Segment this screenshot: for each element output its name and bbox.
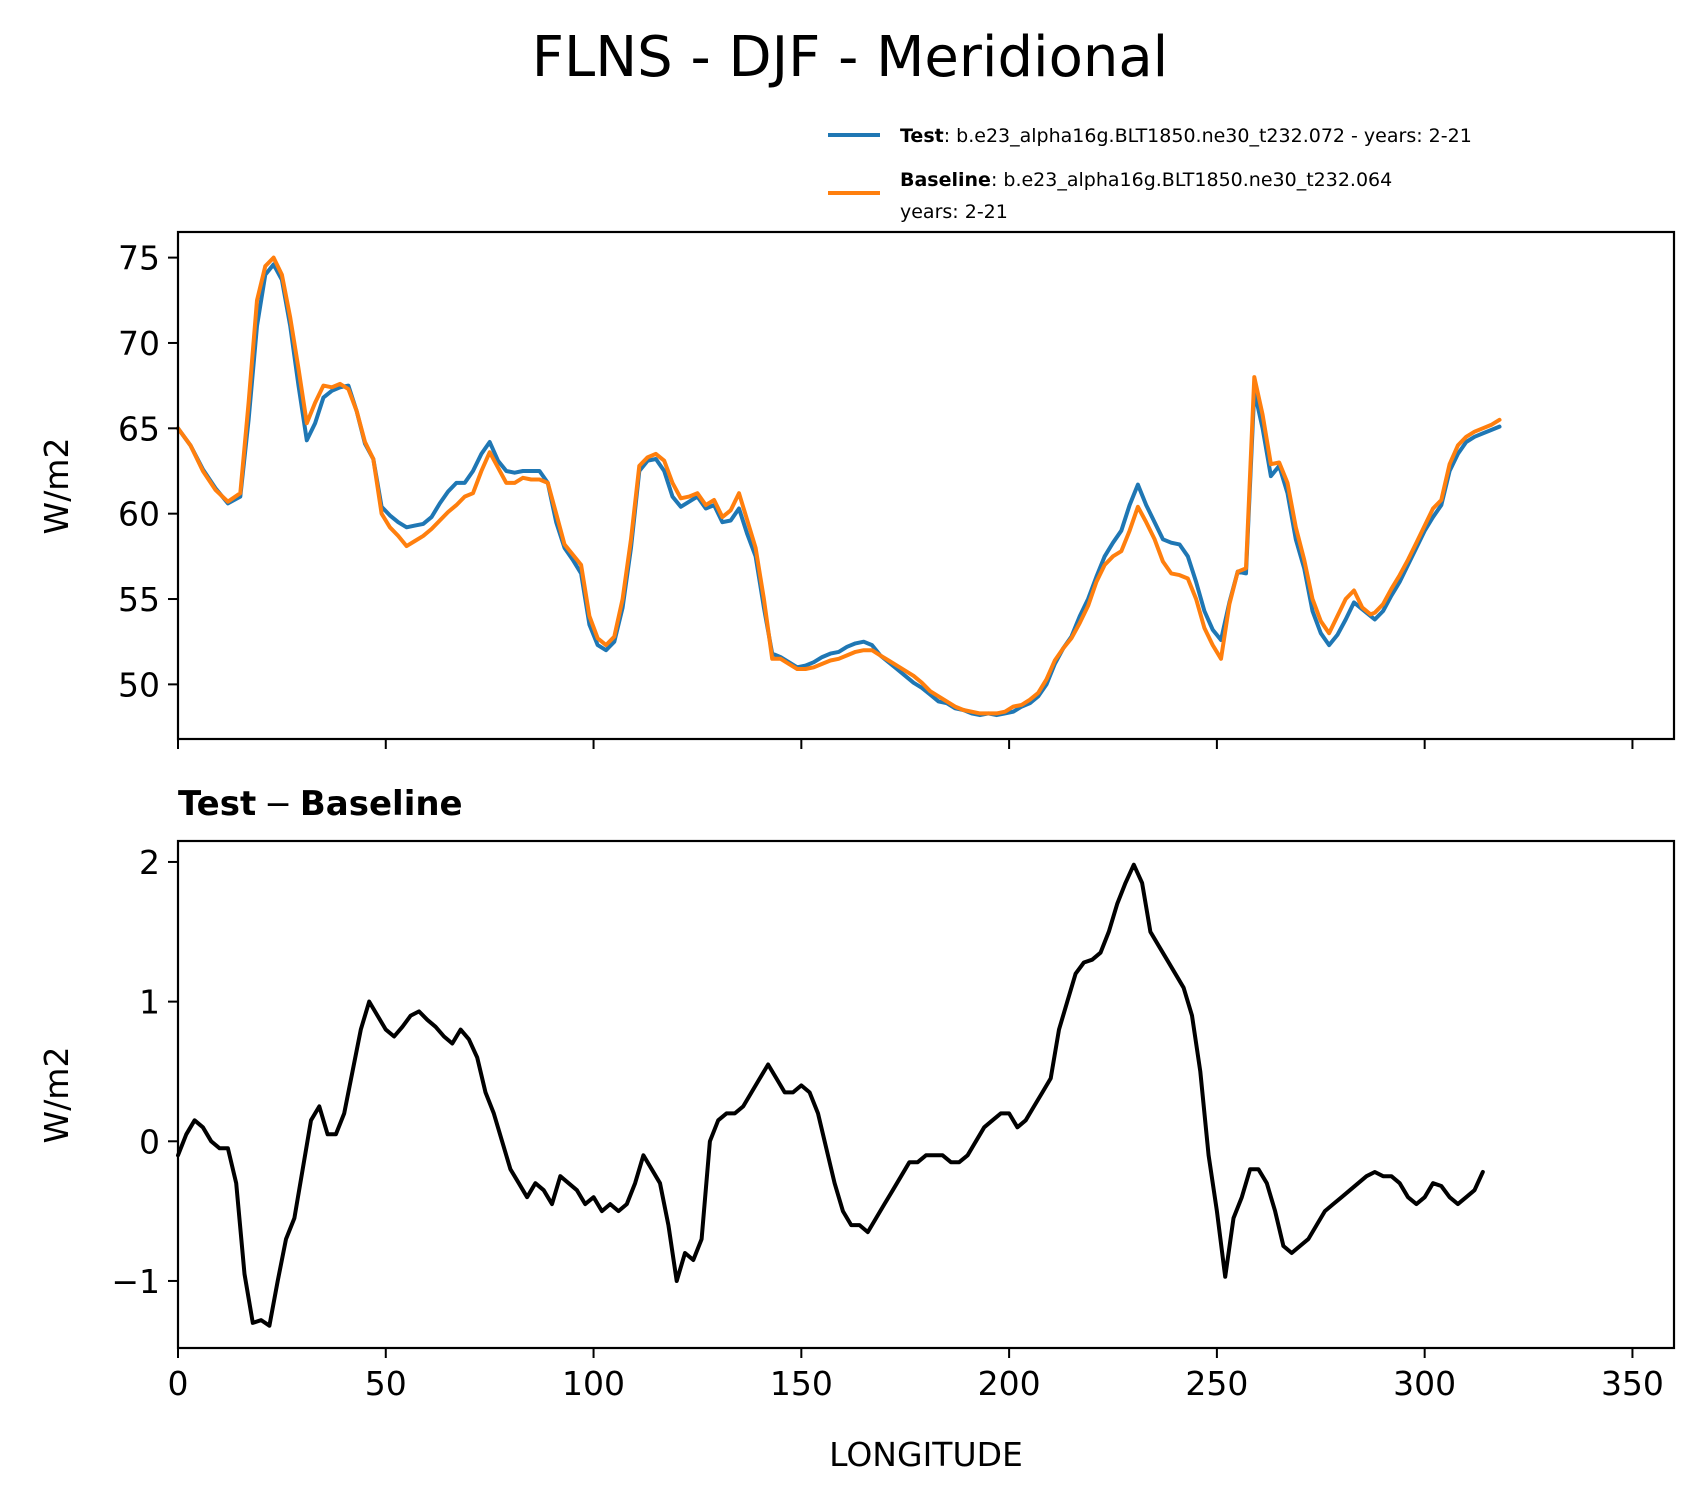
bottom-panel: Test − Baseline −1 0 1 2 0 50 100 150 200 250 300 35… (37, 784, 1676, 1474)
bottom-y-ticks: −1 0 1 2 (111, 843, 178, 1301)
bottom-x-ticks: 0 50 100 150 200 250 300 350 (168, 1348, 1664, 1403)
top-y-axis-label: W/m2 (37, 438, 76, 535)
top-y-tick-label: 50 (118, 665, 160, 704)
top-series-test-line (176, 262, 1502, 718)
legend-test-text: : b.e23_alpha16g.BLT1850.ne30_t232.072 -… (944, 125, 1472, 147)
subtitle-test: Test (178, 784, 256, 824)
bottom-x-tick-label: 150 (770, 1364, 833, 1403)
bottom-x-tick-label: 250 (1185, 1364, 1248, 1403)
legend-baseline-years: years: 2-21 (900, 201, 1008, 223)
bottom-y-tick-label: 0 (139, 1122, 160, 1161)
legend-baseline-text: : b.e23_alpha16g.BLT1850.ne30_t232.064 (991, 169, 1392, 191)
top-series-layer (176, 255, 1502, 718)
subtitle-minus: − (264, 784, 292, 823)
bottom-series-layer (176, 862, 1485, 1328)
bottom-x-tick-label: 0 (168, 1364, 189, 1403)
bottom-y-tick-label: 1 (139, 983, 160, 1022)
legend-baseline-bold: Baseline (900, 169, 991, 191)
legend: Test: b.e23_alpha16g.BLT1850.ne30_t232.0… (828, 125, 1472, 223)
top-y-tick-label: 75 (118, 239, 160, 278)
legend-baseline-label: Baseline: b.e23_alpha16g.BLT1850.ne30_t2… (900, 169, 1392, 191)
top-y-tick-label: 55 (118, 580, 160, 619)
top-y-tick-label: 60 (118, 495, 160, 534)
legend-test-label: Test: b.e23_alpha16g.BLT1850.ne30_t232.0… (900, 125, 1472, 147)
bottom-x-tick-label: 200 (978, 1364, 1041, 1403)
top-y-tick-label: 65 (118, 409, 160, 448)
bottom-axes-frame (176, 839, 1676, 1350)
bottom-y-tick-label: 2 (139, 843, 160, 882)
bottom-series-test-baseline-line (176, 862, 1485, 1328)
bottom-x-tick-label: 50 (365, 1364, 407, 1403)
top-axes-frame (176, 230, 1676, 741)
bottom-subtitle: Test − Baseline (178, 784, 463, 824)
bottom-y-axis-label: W/m2 (37, 1047, 76, 1144)
top-panel: 50 55 60 65 70 75 W/m2 (37, 230, 1676, 749)
bottom-x-tick-label: 300 (1393, 1364, 1456, 1403)
bottom-x-tick-label: 100 (562, 1364, 625, 1403)
top-series-baseline-line (176, 255, 1502, 716)
top-y-tick-label: 70 (118, 324, 160, 363)
bottom-x-tick-label: 350 (1601, 1364, 1664, 1403)
top-y-ticks: 50 55 60 65 70 75 (118, 239, 178, 704)
subtitle-baseline: Baseline (300, 784, 463, 824)
top-x-ticks (177, 739, 1634, 749)
x-axis-label: LONGITUDE (829, 1435, 1023, 1474)
legend-test-bold: Test (900, 125, 944, 147)
chart-title: FLNS - DJF - Meridional (532, 25, 1168, 90)
bottom-y-tick-label: −1 (111, 1262, 160, 1301)
